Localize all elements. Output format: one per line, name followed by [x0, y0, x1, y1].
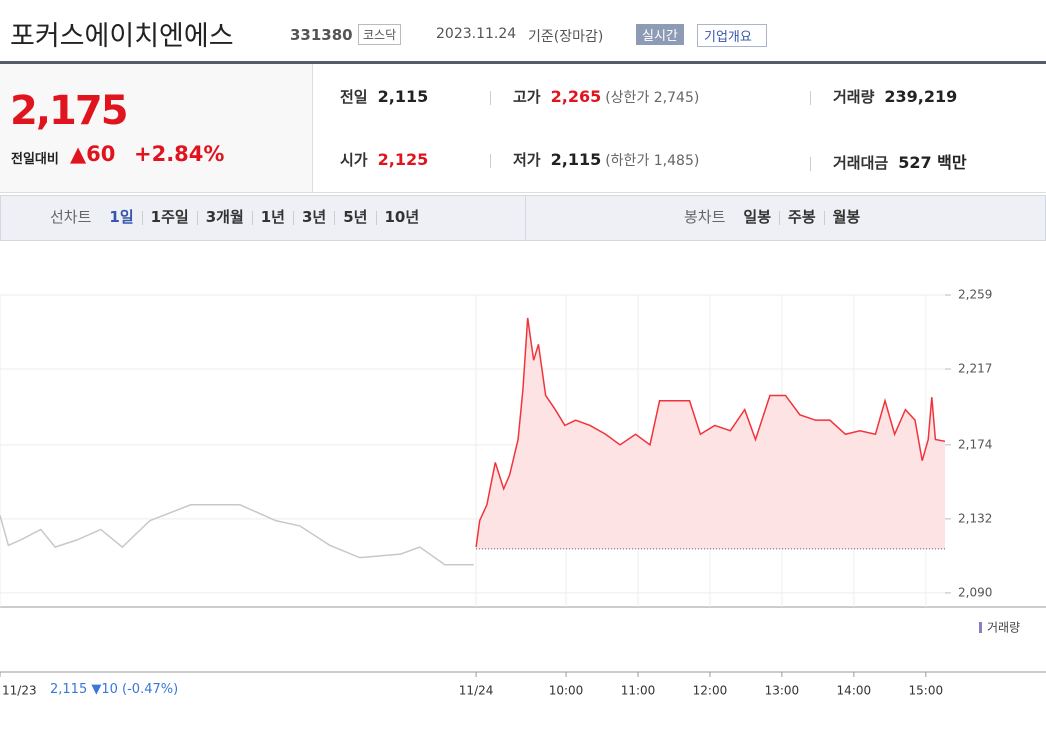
change: ▲60: [70, 142, 116, 166]
stat-label: 전일: [340, 88, 368, 106]
rate: +2.84%: [134, 142, 225, 166]
tab[interactable]: 일봉: [743, 208, 772, 226]
stat-value: 2,115: [550, 150, 602, 169]
tab-sep: [779, 210, 781, 225]
price: 2,175: [10, 88, 129, 134]
stat-label: 저가: [513, 151, 541, 169]
candle-tabs: 봉차트 일봉 주봉 월봉: [684, 206, 860, 227]
x-tick-label: 15:00: [909, 684, 944, 698]
date: 2023.11.24: [436, 26, 517, 42]
realtime-button[interactable]: 실시간: [636, 24, 684, 45]
prev-change: ▼10: [91, 682, 118, 697]
stat: 전일 2,115: [340, 86, 428, 107]
tab[interactable]: 1주일: [150, 208, 189, 226]
tab-sep: [141, 210, 143, 225]
stat-label: 거래대금: [833, 154, 889, 172]
stat-label: 고가: [513, 88, 541, 106]
stat-sep: [490, 90, 491, 105]
legend: 거래량: [987, 621, 1020, 635]
stat: 저가 2,115 (하한가 1,485): [490, 149, 700, 170]
prev-close: 2,115: [50, 682, 88, 697]
prev-summary: 2,115 ▼10 (-0.47%): [50, 682, 178, 697]
stock-name: 포커스에이치엔에스: [10, 21, 234, 52]
stat-value: 2,125: [377, 150, 429, 169]
tab[interactable]: 주봉: [788, 208, 816, 226]
tab-sep: [375, 210, 377, 225]
line: [475, 317, 946, 548]
tab-group-label: 선차트: [50, 208, 92, 226]
market-badge: 코스닥: [358, 24, 402, 45]
tab-bar: [0, 195, 1046, 241]
x-tick-label: 12:00: [693, 684, 728, 698]
y-tick-label: 2,090: [958, 585, 992, 599]
overview-button[interactable]: 기업개요: [697, 24, 767, 47]
y-tick-label: 2,132: [958, 511, 992, 525]
prev-rate: (-0.47%): [122, 682, 179, 697]
stat-value: 2,265: [550, 87, 602, 106]
change-label: 전일대비: [11, 152, 59, 167]
tab[interactable]: 1년: [260, 208, 285, 226]
stats-box: [313, 64, 1046, 193]
tab-sep: [823, 210, 825, 225]
tab-group-label: 봉차트: [684, 208, 726, 226]
x-tick-label: 11/23: [2, 684, 37, 698]
stat-label: 거래량: [833, 88, 875, 106]
stat-extra: (상한가 2,745): [605, 90, 700, 106]
stat-sep: [490, 153, 491, 168]
stat-extra: (하한가 1,485): [605, 153, 700, 169]
tab[interactable]: 3년: [302, 208, 327, 226]
stat-value: 239,219: [884, 87, 958, 106]
line-tabs: 선차트 1일 1주일 3개월 1년 3년 5년 10년: [50, 206, 419, 227]
tab-sep: [251, 210, 253, 225]
divider: [0, 61, 1046, 64]
y-tick-label: 2,217: [958, 362, 992, 376]
y-tick-label: 2,259: [958, 288, 992, 302]
stat: 고가 2,265 (상한가 2,745): [490, 86, 700, 107]
tab-sep: [334, 210, 336, 225]
stat: 거래량 239,219: [810, 86, 958, 107]
x-tick-label: 11/24: [459, 684, 494, 698]
area: [476, 317, 945, 549]
x-tick-label: 13:00: [765, 684, 800, 698]
stat-value: 2,115: [377, 87, 429, 106]
line: [0, 504, 474, 566]
tab-sep: [196, 210, 198, 225]
tab-sep: [293, 210, 294, 225]
tab[interactable]: 3개월: [205, 208, 244, 226]
tab-divider: [525, 196, 526, 240]
tab[interactable]: 5년: [343, 208, 368, 226]
stat-label: 시가: [340, 151, 368, 169]
price-box: [0, 64, 313, 193]
x-tick-label: 14:00: [837, 684, 872, 698]
stat-value: 527 백만: [898, 153, 967, 172]
tab[interactable]: 월봉: [832, 208, 861, 226]
stock-code: 331380: [290, 26, 353, 44]
stat-sep: [810, 90, 811, 105]
y-tick-label: 2,174: [958, 437, 992, 451]
x-tick-label: 10:00: [549, 684, 584, 698]
stat: 거래대금 527 백만: [810, 149, 967, 173]
legend-swatch: [979, 622, 982, 633]
stat-sep: [810, 156, 811, 171]
basis: 기준(장마감): [528, 29, 604, 45]
stat: 시가 2,125: [340, 149, 428, 170]
tab[interactable]: 1일: [109, 208, 134, 226]
x-tick-label: 11:00: [621, 684, 656, 698]
tab[interactable]: 10년: [384, 208, 420, 226]
